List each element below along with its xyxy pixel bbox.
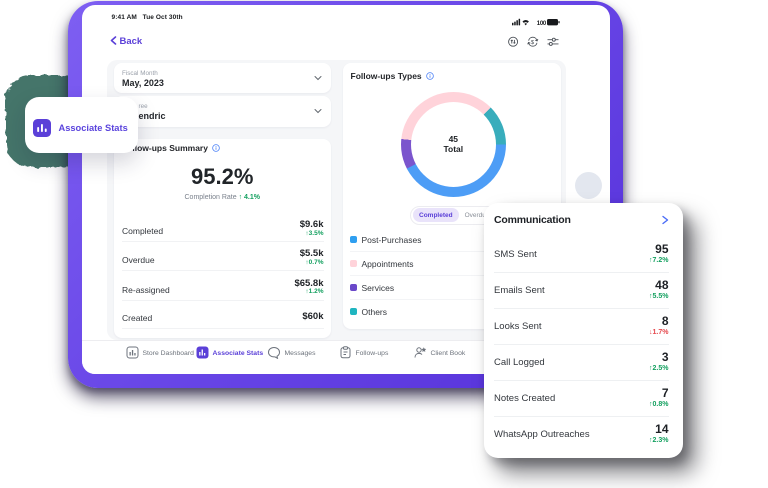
svg-text:$: $ — [530, 39, 534, 45]
svg-text:100: 100 — [537, 20, 547, 26]
